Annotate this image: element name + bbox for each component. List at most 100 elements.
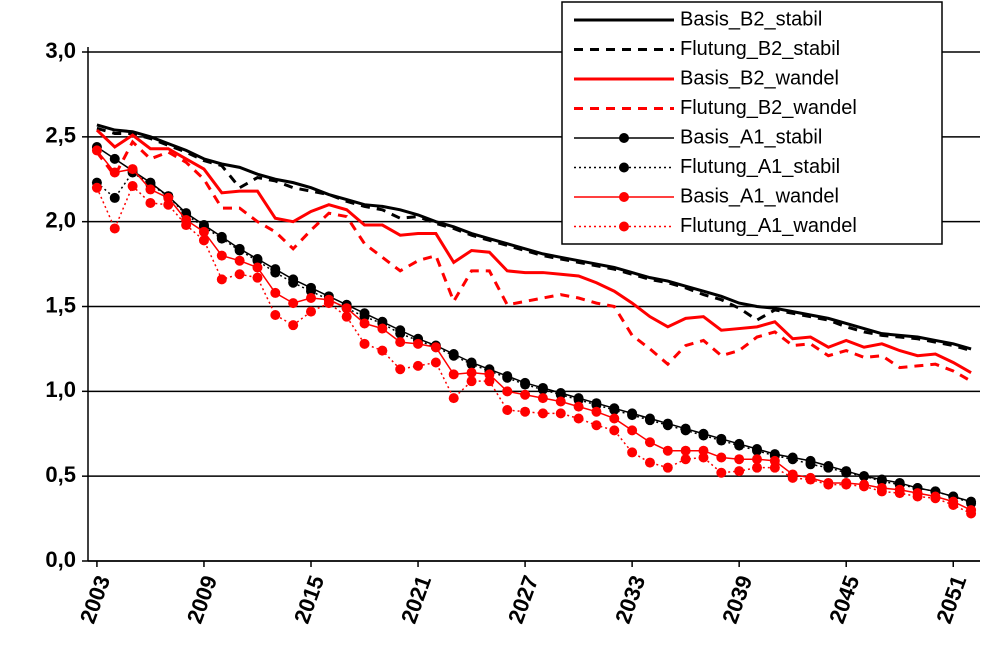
marker [609,413,620,424]
marker [627,410,638,421]
legend-marker [619,162,629,173]
marker [644,457,655,468]
marker [894,488,905,499]
x-tick-label: 2033 [610,572,650,627]
x-tick-label: 2009 [182,572,222,627]
marker [127,181,138,192]
y-tick-label: 2,5 [45,123,76,148]
marker [948,500,959,511]
series-line [96,123,972,351]
y-tick-label: 1,0 [45,377,76,402]
marker [555,396,566,407]
marker [644,415,655,426]
marker [109,223,120,234]
y-tick-label: 3,0 [45,38,76,63]
marker [216,250,227,261]
marker [484,376,495,387]
marker [591,406,602,417]
marker [930,493,941,504]
marker [502,372,513,383]
legend-marker [619,221,629,232]
marker [145,198,156,209]
marker [359,318,370,329]
marker [270,267,281,278]
marker [430,357,441,368]
marker [698,452,709,463]
marker [395,328,406,339]
x-tick-label: 2021 [396,572,436,627]
marker [769,462,780,473]
legend-marker [619,192,629,202]
marker [234,269,245,280]
marker [752,445,762,456]
marker [466,367,477,378]
marker [252,272,263,283]
marker [573,413,584,424]
marker [377,323,388,334]
x-tick-label: 2045 [824,572,864,627]
marker [555,408,566,419]
legend-label: Flutung_A1_wandel [680,215,857,237]
marker [234,255,245,266]
marker [216,274,227,285]
marker [109,192,120,203]
legend-label: Flutung_B2_stabil [680,38,840,60]
marker [966,508,977,519]
marker [395,337,406,348]
legend-marker [619,133,629,143]
legend-label: Basis_B2_stabil [680,8,822,30]
marker [413,338,424,349]
x-tick-label: 2015 [289,572,329,627]
marker [823,462,834,473]
marker [876,486,887,497]
marker [288,320,299,331]
marker [198,226,209,237]
marker [680,445,691,456]
marker [627,425,638,436]
legend-label: Basis_B2_wandel [680,67,839,89]
marker [306,306,316,317]
marker [680,425,691,436]
marker [91,182,102,193]
marker [163,199,174,210]
series-line [96,126,972,353]
marker [841,479,852,490]
marker [662,462,673,473]
marker [198,235,209,246]
y-tick-label: 2,0 [45,207,76,232]
marker [734,440,745,451]
marker [716,435,727,446]
marker [502,404,513,415]
marker [787,454,798,465]
legend-label: Flutung_A1_stabil [680,156,840,178]
marker [716,452,727,463]
marker [734,454,745,465]
marker [859,481,870,492]
marker [448,350,459,361]
legend-box [561,1,943,245]
legend-label: Basis_A1_wandel [680,185,839,207]
legend-label: Flutung_B2_wandel [680,97,857,119]
marker [680,454,691,465]
marker [413,360,424,371]
marker [109,153,120,164]
x-tick-label: 2003 [75,572,115,627]
marker [181,220,192,231]
marker [537,393,548,404]
marker [127,164,138,175]
marker [520,379,531,390]
x-tick-label: 2051 [931,572,971,627]
marker [306,293,316,304]
marker [734,466,745,477]
marker [377,345,388,356]
marker [216,233,227,244]
x-tick-label: 2027 [503,572,543,627]
marker [91,145,102,156]
marker [145,184,156,195]
marker [752,462,762,473]
marker [359,338,370,349]
marker [252,262,263,273]
marker [430,342,441,353]
marker [823,479,834,490]
